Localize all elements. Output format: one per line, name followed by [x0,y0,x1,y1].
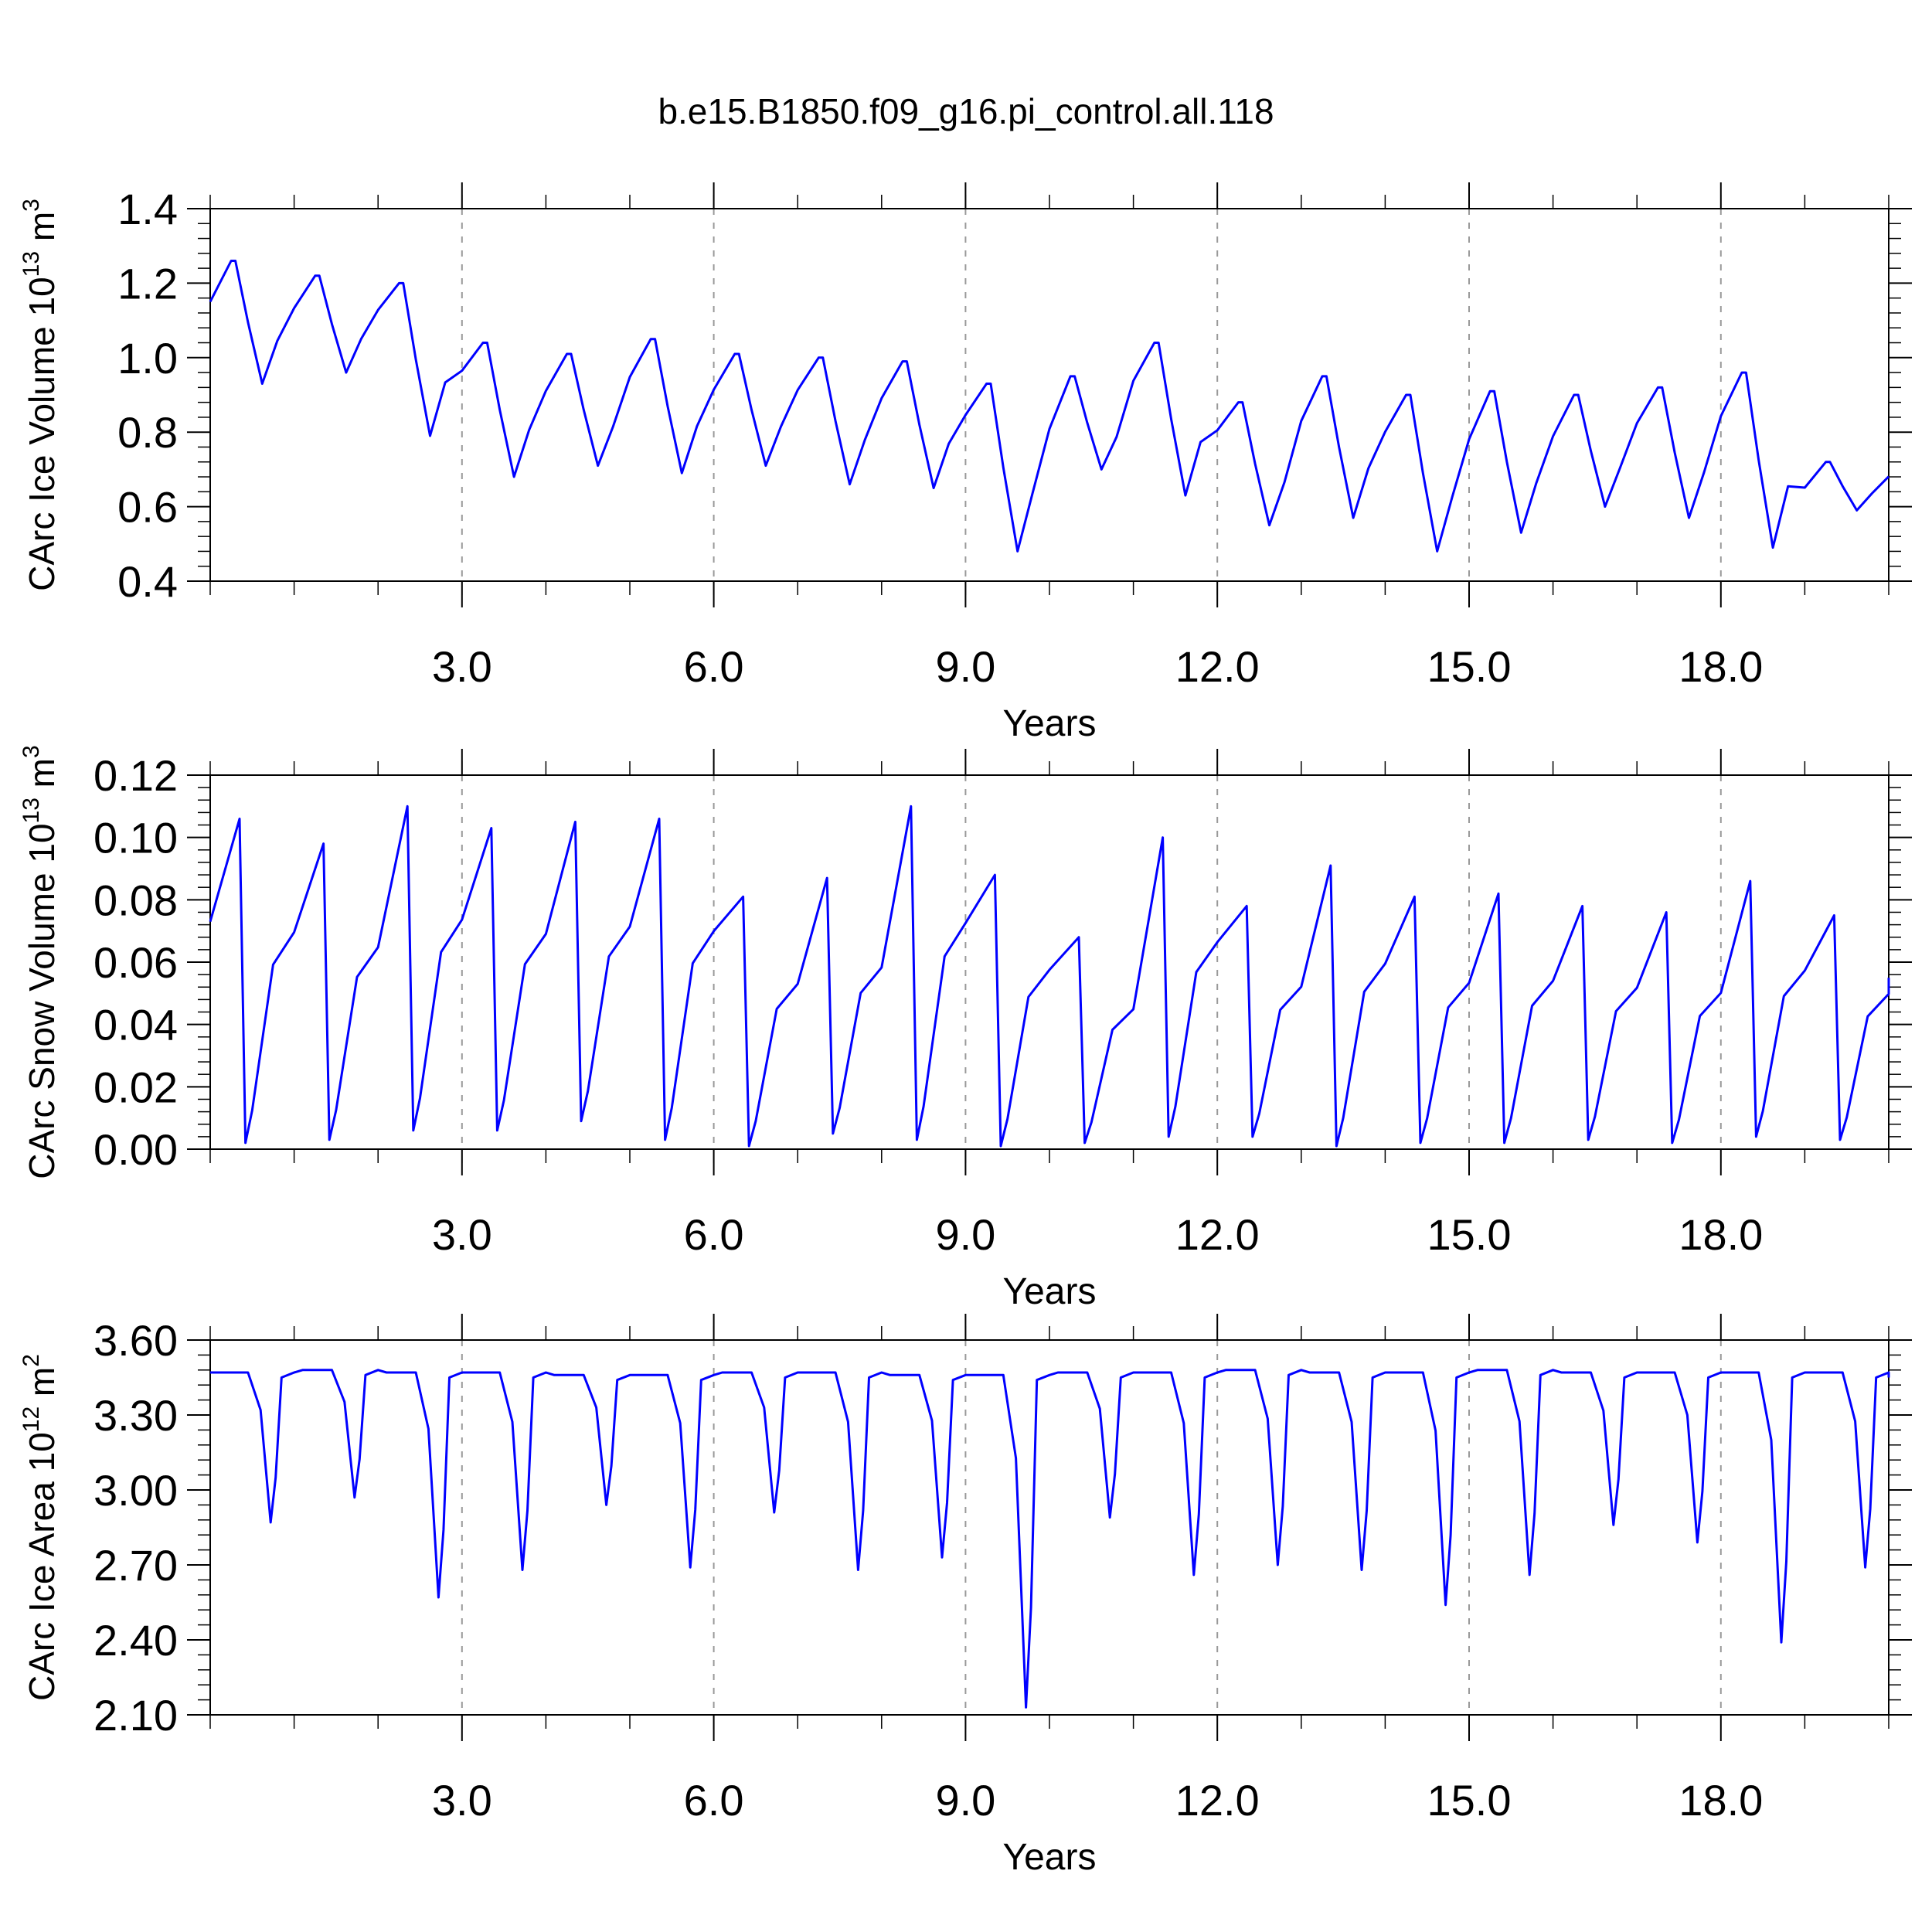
x-tick-label: 3.0 [432,642,492,691]
y-tick-label: 3.60 [94,1316,178,1365]
y-tick-label: 0.06 [94,938,178,987]
y-axis-title-base: CArc Ice Volume 10 [22,277,62,591]
series-line [209,260,1890,553]
y-axis-title: CArc Snow Volume 1013 m3 [19,745,62,1179]
y-axis-title: CArc Ice Area 1012 m2 [19,1354,62,1701]
x-tick-label: 9.0 [935,1776,995,1825]
x-tick-label: 15.0 [1427,1210,1512,1259]
x-axis-title: Years [1003,1837,1097,1878]
y-axis-title-unit-exp: 3 [19,745,44,758]
y-axis-title-unit: m [22,758,62,798]
x-tick-label: 18.0 [1679,642,1763,691]
panel-2: 3.0 6.0 9.0 12.0 15.0 18.0 0.00 0.02 0.04 0.06 0.0… [19,745,1912,1312]
x-axis-title: Years [1003,1271,1097,1312]
chart-panels: 3.0 6.0 9.0 12.0 15.0 18.0 0.4 0.6 0.8 1.0 1.2 1.4 Y… [19,182,1912,1878]
panel-3: 3.0 6.0 9.0 12.0 15.0 18.0 2.10 2.40 2.70 3.00 3.3… [19,1314,1912,1878]
y-tick-label: 2.70 [94,1541,178,1590]
x-tick-label: 18.0 [1679,1776,1763,1825]
figure-title: b.e15.B1850.f09_g16.pi_control.all.118 [658,91,1274,131]
plot-frame [209,774,1889,1150]
y-tick-label: 0.08 [94,876,178,924]
y-axis-title-unit: m [22,212,62,251]
y-tick-label: 1.0 [117,334,178,383]
x-tick-label: 9.0 [935,1210,995,1259]
x-axis-title: Years [1003,703,1097,744]
y-tick-label: 0.00 [94,1125,178,1174]
x-tick-label: 6.0 [684,1776,744,1825]
x-tick-label: 15.0 [1427,642,1512,691]
y-tick-label: 3.00 [94,1466,178,1515]
x-tick-label: 6.0 [684,1210,744,1259]
x-tick-label: 15.0 [1427,1776,1512,1825]
y-tick-label: 0.10 [94,814,178,862]
y-tick-label: 0.4 [117,557,178,606]
y-axis-title-unit-exp: 2 [19,1354,44,1367]
x-tick-label: 12.0 [1175,642,1260,691]
y-axis-title-base: CArc Ice Area 10 [22,1432,62,1701]
y-tick-label: 3.30 [94,1391,178,1440]
plot-frame [209,1339,1889,1716]
series-line [210,1369,1890,1709]
x-tick-label: 3.0 [432,1776,492,1825]
x-tick-label: 18.0 [1679,1210,1763,1259]
y-axis-title-exp: 13 [19,798,44,823]
y-axis-title: CArc Ice Volume 1013 m3 [19,199,62,591]
plot-frame [209,208,1889,582]
y-tick-label: 0.8 [117,408,178,457]
y-tick-label: 1.2 [117,259,178,308]
x-tick-label: 9.0 [935,642,995,691]
y-axis-title-exp: 12 [19,1406,44,1432]
y-axis-title-unit: m [22,1367,62,1406]
series-line [209,804,1890,1148]
x-tick-label: 12.0 [1175,1776,1260,1825]
panel-1: 3.0 6.0 9.0 12.0 15.0 18.0 0.4 0.6 0.8 1.0 1.2 1.4 Y… [19,182,1912,744]
y-axis-title-exp: 13 [19,251,44,277]
y-axis-title-unit-exp: 3 [19,199,44,212]
y-axis-title-base: CArc Snow Volume 10 [22,823,62,1179]
y-tick-label: 1.4 [117,185,178,233]
y-tick-label: 2.40 [94,1616,178,1665]
x-tick-label: 6.0 [684,642,744,691]
x-tick-label: 3.0 [432,1210,492,1259]
y-tick-label: 0.12 [94,751,178,800]
x-tick-label: 12.0 [1175,1210,1260,1259]
y-tick-label: 0.04 [94,1001,178,1049]
y-tick-label: 0.6 [117,483,178,532]
y-tick-label: 0.02 [94,1063,178,1111]
y-tick-label: 2.10 [94,1691,178,1740]
